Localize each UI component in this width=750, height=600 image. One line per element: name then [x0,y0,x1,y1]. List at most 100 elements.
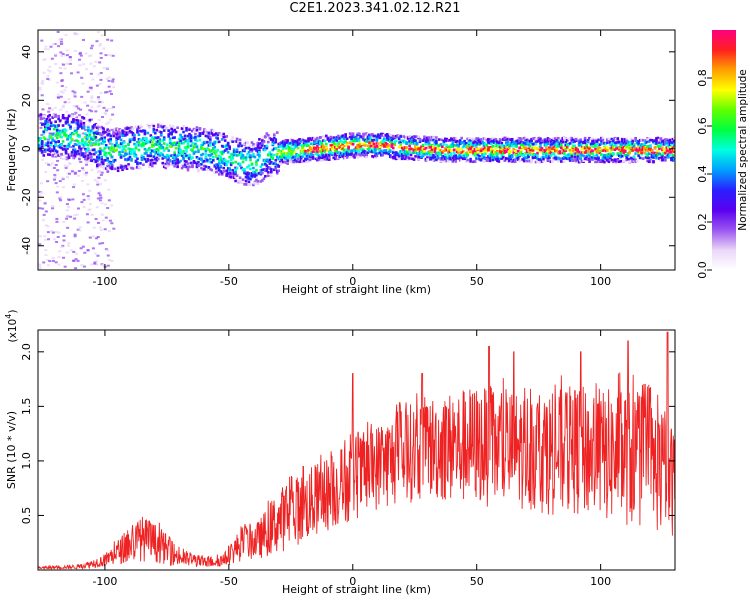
spectrogram-cell [377,147,380,151]
spectrogram-cell [232,174,236,178]
spectrogram-cell [48,118,52,121]
spectrogram-cell [335,145,339,149]
spectrogram-cell [209,138,212,141]
spectrogram-cell [299,159,303,163]
spectrogram-cell [353,149,356,153]
spectrogram-cell [606,149,609,152]
spectrogram-cell [612,147,615,150]
spectrogram-cell [476,137,480,140]
spectrogram-cell [49,135,53,138]
spectrogram-cell [73,172,77,175]
spectrogram-cell [130,166,133,170]
spectrogram-cell [659,141,663,145]
spectrogram-cell [348,155,352,159]
spectrogram-cell [348,135,352,139]
spectrogram-cell [219,156,223,159]
spectrogram-cell [338,142,342,146]
spectrogram-cell [557,159,560,163]
spectrogram-cell [427,144,431,147]
spectrogram-cell [344,152,347,155]
spectrogram-cell [65,251,69,254]
spectrogram-cell [610,158,614,162]
spectrogram-cell [101,242,105,245]
spectrogram-cell [359,135,362,138]
spectrogram-cell [79,247,83,250]
spectrogram-cell [103,140,107,143]
spectrogram-cell [308,155,312,158]
spectrogram-cell [88,133,92,137]
spectrogram-cell [48,65,52,68]
spectrogram-cell [197,148,200,152]
spectrogram-cell [111,113,115,116]
spectrogram-cell [151,141,154,144]
spectrogram-cell [525,149,529,152]
spectrogram-cell [146,159,150,162]
spectrogram-cell [519,140,523,143]
spectrogram-cell [372,145,376,148]
spectrogram-cell [72,186,76,189]
spectrogram-cell [438,148,441,152]
spectrogram-cell [100,202,104,205]
spectrogram-cell [405,135,408,139]
spectrogram-cell [105,77,109,80]
spectrogram-cell [258,146,261,150]
spectrogram-cell [98,61,102,64]
spectrogram-cell [589,156,593,159]
spectrogram-cell [519,138,523,142]
spectrogram-cell [561,151,565,155]
spectrogram-cell [67,98,71,101]
spectrogram-cell [347,152,350,156]
spectrogram-cell [195,162,199,166]
spectrogram-cell [457,155,460,159]
spectrogram-cell [134,144,138,147]
spectrogram-cell [589,137,593,141]
spectrogram-cell [326,138,330,141]
spectrogram-cell [604,154,608,157]
spectrogram-cell [325,153,328,157]
spectrogram-cell [396,135,400,138]
spectrogram-cell [542,149,545,153]
spectrogram-cell [200,146,203,149]
spectrogram-cell [210,161,214,164]
spectrogram-cell [182,165,185,168]
spectrogram-cell [549,140,553,143]
spectrogram-cell [161,161,165,165]
spectrogram-cell [156,136,160,139]
spectrogram-cell [374,151,377,154]
spectrogram-cell [564,147,568,151]
spectrogram-cell [638,156,642,160]
spectrogram-cell [597,150,600,154]
spectrogram-cell [512,158,516,162]
spectrogram-cell [151,158,154,162]
spectrogram-cell [478,154,481,158]
snr-series-line [38,331,675,570]
spectrogram-cell [88,152,92,155]
spectrogram-cell [90,169,94,172]
spectrogram-cell [61,130,65,134]
spectrogram-cell [278,151,282,155]
spectrogram-cell [383,140,386,144]
spectrogram-cell [305,140,309,143]
spectrogram-cell [183,163,187,166]
spectrogram-cell [363,144,367,147]
spectrogram-cell [509,150,513,154]
spectrogram-cell [665,146,669,149]
spectrogram-cell [93,131,96,135]
spectrogram-cell [249,177,252,181]
spectrogram-cell [365,151,368,155]
y-tick-label: 2.0 [20,343,33,361]
spectrogram-cell [61,124,65,127]
spectrogram-cell [466,151,469,154]
spectrogram-cell [516,136,520,140]
spectrogram-cell [311,157,315,160]
spectrogram-cell [146,157,150,161]
spectrogram-cell [108,54,112,57]
spectrogram-cell [494,146,498,150]
spectrogram-cell [76,119,80,122]
spectrogram-cell [342,156,346,160]
spectrogram-cell [507,156,511,160]
spectrogram-cell [353,137,356,141]
spectrogram-cell [403,152,407,155]
spectrogram-cell [94,110,98,113]
spectrogram-cell [301,159,304,163]
